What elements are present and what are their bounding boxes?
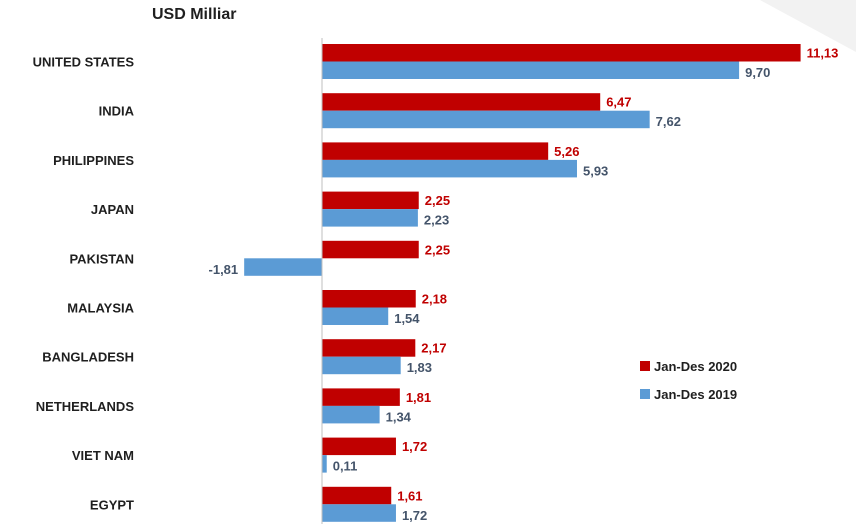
- data-label-2019-philippines: 5,93: [583, 163, 608, 178]
- data-label-2019-pakistan: -1,81: [209, 262, 239, 277]
- data-label-2019-bangladesh: 1,83: [407, 360, 432, 375]
- bar-2020-philippines: [322, 142, 549, 160]
- data-label-2020-viet-nam: 1,72: [402, 439, 427, 454]
- category-label-netherlands: NETHERLANDS: [36, 399, 135, 414]
- data-label-2019-united-states: 9,70: [745, 65, 770, 80]
- data-label-2019-india: 7,62: [656, 114, 681, 129]
- bar-2020-united-states: [322, 44, 801, 62]
- bar-2019-malaysia: [322, 307, 389, 325]
- data-label-2020-india: 6,47: [606, 95, 631, 110]
- bar-2019-egypt: [322, 504, 396, 522]
- bar-2019-netherlands: [322, 405, 380, 424]
- data-label-2020-japan: 2,25: [425, 193, 450, 208]
- bar-2019-japan: [322, 209, 418, 227]
- data-label-2020-malaysia: 2,18: [422, 292, 447, 307]
- data-label-2019-netherlands: 1,34: [386, 409, 412, 424]
- data-label-2020-netherlands: 1,81: [406, 390, 431, 405]
- category-label-bangladesh: BANGLADESH: [42, 350, 134, 365]
- category-label-pakistan: PAKISTAN: [69, 251, 134, 266]
- bar-2019-india: [322, 110, 650, 129]
- data-label-2019-japan: 2,23: [424, 213, 449, 228]
- legend-item-2020: Jan-Des 2020: [640, 352, 737, 380]
- data-label-2020-bangladesh: 2,17: [421, 341, 446, 356]
- bar-2020-japan: [322, 191, 419, 210]
- bar-2020-netherlands: [322, 388, 400, 406]
- bar-2020-viet-nam: [322, 437, 396, 456]
- legend-label-2020: Jan-Des 2020: [654, 358, 738, 374]
- data-label-2019-malaysia: 1,54: [394, 311, 420, 326]
- bar-2019-philippines: [322, 159, 577, 178]
- bar-2020-egypt: [322, 486, 392, 505]
- bar-2019-united-states: [322, 61, 740, 79]
- category-label-egypt: EGYPT: [90, 497, 134, 512]
- bar-2019-bangladesh: [322, 356, 401, 375]
- legend: Jan-Des 2020 Jan-Des 2019: [640, 352, 737, 408]
- data-label-2020-pakistan: 2,25: [425, 242, 450, 257]
- category-label-india: INDIA: [99, 104, 135, 119]
- data-label-2019-egypt: 1,72: [402, 508, 427, 523]
- unit-label: USD Milliar: [152, 6, 237, 23]
- bar-2020-bangladesh: [322, 339, 416, 357]
- legend-swatch-2019: [640, 389, 650, 399]
- category-label-united-states: UNITED STATES: [33, 55, 135, 70]
- category-label-philippines: PHILIPPINES: [53, 153, 134, 168]
- data-label-2020-united-states: 11,13: [807, 46, 839, 61]
- bar-2020-india: [322, 93, 601, 111]
- category-label-viet-nam: VIET NAM: [72, 448, 134, 463]
- data-label-2019-viet-nam: 0,11: [333, 459, 358, 474]
- category-label-japan: JAPAN: [91, 202, 134, 217]
- category-label-malaysia: MALAYSIA: [67, 301, 134, 316]
- legend-item-2019: Jan-Des 2019: [640, 380, 737, 408]
- bar-2020-malaysia: [322, 290, 416, 308]
- bar-2019-viet-nam: [322, 455, 327, 473]
- legend-swatch-2020: [640, 361, 650, 371]
- legend-label-2019: Jan-Des 2019: [654, 386, 738, 402]
- bar-2019-pakistan: [244, 258, 322, 276]
- data-label-2020-philippines: 5,26: [554, 144, 579, 159]
- bar-2020-pakistan: [322, 240, 419, 259]
- data-label-2020-egypt: 1,61: [397, 488, 422, 503]
